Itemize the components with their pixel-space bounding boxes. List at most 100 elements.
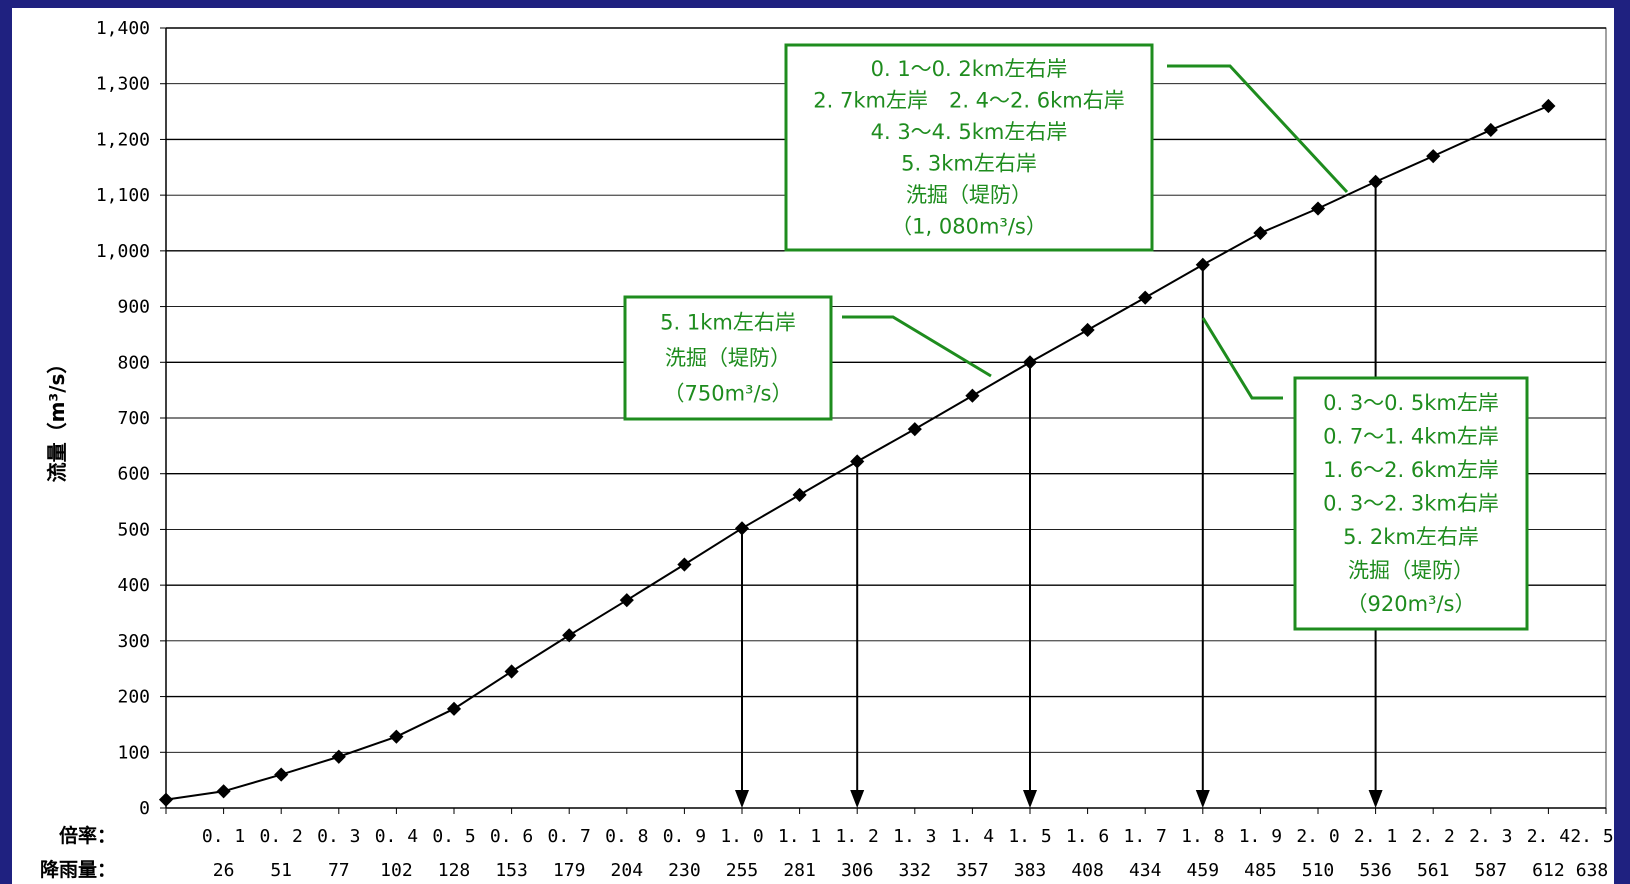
x-tick-label-rainfall: 204 [611, 860, 644, 881]
x-tick-label-ratio: 2. 0 [1296, 826, 1339, 847]
row-label-ratio: 倍率： [59, 824, 116, 847]
x-tick-label-rainfall: 459 [1187, 860, 1220, 881]
y-tick-label: 1,200 [96, 129, 150, 150]
y-tick-label: 300 [117, 631, 150, 652]
data-point [1195, 257, 1210, 272]
x-ticks [165, 808, 1607, 814]
annotation-line: 洗掘（堤防） [665, 346, 791, 370]
x-tick-label-rainfall: 230 [668, 860, 701, 881]
annotation-box [784, 43, 1154, 252]
annotation-value: （750m³/s） [664, 381, 793, 405]
x-tick-label-ratio: 1. 0 [720, 826, 763, 847]
y-tick-label: 1,100 [96, 185, 150, 206]
annotation-value: （920m³/s） [1347, 592, 1476, 616]
x-tick-label-ratio: 0. 8 [605, 826, 648, 847]
x-tick-label-rainfall: 153 [495, 860, 528, 881]
data-point [1022, 355, 1038, 370]
x-tick-label-ratio: 0. 5 [432, 826, 475, 847]
y-tick-label: 400 [117, 575, 150, 596]
y-tick-label: 100 [117, 742, 150, 763]
y-tick-label: 200 [117, 687, 150, 708]
x-tick-label-ratio: 0. 4 [375, 826, 418, 847]
y-tick-label: 0 [139, 798, 150, 819]
annotation-box [1293, 376, 1529, 631]
y-tick-label: 500 [117, 519, 150, 540]
x-tick-label-rainfall: 255 [726, 860, 759, 881]
annotation-2: 0. 1～0. 2km左右岸 2. 7km左岸 2. 4～2. 6km右岸 4. 3… [784, 43, 1349, 252]
x-tick-label-rainfall: 51 [270, 860, 292, 881]
threshold-arrows [735, 187, 1383, 808]
x-tick-label-ratio: 1. 1 [778, 826, 821, 847]
annotation-line: 洗掘（堤防） [906, 183, 1032, 207]
x-tick-label-ratio: 2. 5 [1570, 826, 1613, 847]
annotation-box [623, 295, 833, 421]
x-tick-label-rainfall: 281 [783, 860, 816, 881]
frame-left-bar [0, 0, 12, 884]
x-tick-label-rainfall: 485 [1244, 860, 1277, 881]
frame-top-bar [0, 0, 1630, 8]
x-tick-label-ratio: 0. 2 [260, 826, 303, 847]
data-point [965, 388, 980, 403]
y-tick-label: 1,000 [96, 241, 150, 262]
x-tick-label-rainfall: 561 [1417, 860, 1450, 881]
y-tick-labels: 0 100 200 300 400 500 600 700 800 900 1,000 1,100 1,… [96, 18, 150, 819]
x-tick-label-ratio: 0. 9 [663, 826, 706, 847]
x-tick-label-rainfall: 332 [899, 860, 932, 881]
y-tick-label: 900 [117, 297, 150, 318]
data-point [850, 454, 865, 469]
annotation-line: 0. 3～2. 3km右岸 [1323, 492, 1499, 516]
annotation-value: （1, 080m³/s） [891, 214, 1047, 238]
data-point [619, 593, 634, 608]
annotation-3: 0. 3～0. 5km左岸 0. 7～1. 4km左岸 1. 6～2. 6km左岸 0… [1201, 317, 1529, 631]
x-tick-label-rainfall: 510 [1302, 860, 1335, 881]
x-tick-label-ratio: 1. 3 [893, 826, 936, 847]
y-tick-label: 600 [117, 464, 150, 485]
annotation-line: 1. 6～2. 6km左岸 [1323, 458, 1499, 482]
annotation-line: 4. 3～4. 5km左右岸 [871, 120, 1068, 144]
annotation-leader [1167, 64, 1349, 194]
x-tick-label-ratio: 2. 3 [1469, 826, 1512, 847]
data-point [677, 557, 692, 572]
x-tick-label-rainfall: 638 [1576, 860, 1609, 881]
data-point [274, 767, 289, 782]
annotation-line: 2. 7km左岸 2. 4～2. 6km右岸 [813, 88, 1124, 112]
x-tick-label-ratio: 1. 5 [1008, 826, 1051, 847]
x-tick-label-rainfall: 383 [1014, 860, 1047, 881]
data-point [389, 729, 404, 744]
x-tick-label-ratio: 1. 7 [1124, 826, 1167, 847]
arrow-head [1195, 790, 1210, 808]
x-tick-label-ratio: 1. 9 [1239, 826, 1282, 847]
annotation-line: 0. 3～0. 5km左岸 [1323, 391, 1499, 415]
x-tick-label-rainfall: 77 [328, 860, 350, 881]
data-point [1080, 322, 1095, 338]
data-point [1310, 201, 1326, 216]
x-tick-label-rainfall: 612 [1532, 860, 1565, 881]
data-point [1253, 225, 1268, 241]
data-point [158, 792, 174, 807]
x-tick-label-ratio: 2. 1 [1354, 826, 1397, 847]
y-tick-label: 1,300 [96, 74, 150, 95]
annotation-line: 洗掘（堤防） [1348, 559, 1474, 583]
arrow-head [850, 790, 865, 808]
annotation-line: 0. 7～1. 4km左岸 [1323, 424, 1499, 448]
x-tick-label-ratio: 1. 4 [951, 826, 994, 847]
annotation-line: 0. 1～0. 2km左右岸 [871, 57, 1068, 81]
data-point [907, 422, 922, 437]
data-point [792, 487, 807, 502]
x-tick-label-rainfall: 179 [553, 860, 586, 881]
data-point [1138, 290, 1153, 305]
data-point [1541, 98, 1556, 114]
x-tick-label-rainfall: 434 [1129, 860, 1162, 881]
x-tick-label-ratio: 1. 8 [1181, 826, 1224, 847]
data-point [331, 749, 346, 764]
x-tick-label-rainfall: 587 [1475, 860, 1508, 881]
row-label-rainfall: 降雨量： [40, 858, 116, 881]
arrow-head [1368, 790, 1383, 808]
frame-right-bar [1614, 0, 1630, 884]
data-point [562, 628, 577, 643]
y-tick-label: 800 [117, 352, 150, 373]
data-point [734, 521, 750, 536]
